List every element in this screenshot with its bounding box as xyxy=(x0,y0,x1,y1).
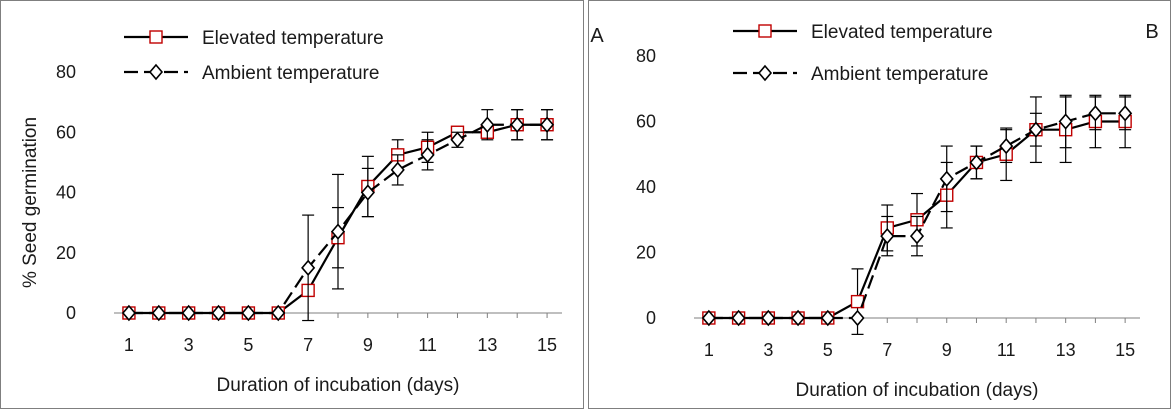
y-tick-label: 0 xyxy=(66,303,76,323)
data-point xyxy=(480,116,495,133)
data-point xyxy=(701,309,716,327)
data-point xyxy=(121,304,136,322)
y-tick-label: 0 xyxy=(646,308,656,328)
panel-label: B xyxy=(1145,21,1158,43)
legend-marker xyxy=(149,30,163,44)
data-point xyxy=(181,304,196,322)
y-tick-label: 20 xyxy=(636,243,656,263)
y-tick-label: 40 xyxy=(56,183,76,203)
data-point xyxy=(271,304,286,322)
data-point xyxy=(880,227,895,245)
x-tick-label: 11 xyxy=(997,340,1016,360)
legend-entry: Ambient temperature xyxy=(733,64,988,85)
y-axis-title: % Seed germination xyxy=(20,117,41,288)
legend-marker xyxy=(148,63,164,81)
x-tick-label: 7 xyxy=(882,340,892,360)
x-tick-label: 13 xyxy=(1056,340,1076,360)
legend-label: Ambient temperature xyxy=(202,63,379,84)
data-point xyxy=(301,259,316,277)
data-point xyxy=(330,223,346,240)
y-tick-label: 80 xyxy=(636,46,656,66)
data-point xyxy=(909,227,925,245)
data-point xyxy=(850,309,865,327)
x-tick-label: 3 xyxy=(763,340,773,360)
series-ambient xyxy=(121,109,555,322)
data-point xyxy=(450,131,465,149)
legend-label: Elevated temperature xyxy=(202,28,384,49)
panel-label: A xyxy=(590,25,604,47)
x-tick-label: 5 xyxy=(823,340,833,360)
data-point xyxy=(420,146,435,164)
x-tick-label: 7 xyxy=(303,335,313,355)
legend-entry: Elevated temperature xyxy=(124,28,384,49)
legend-marker xyxy=(758,24,772,38)
legend-entry: Ambient temperature xyxy=(124,63,379,84)
series-ambient xyxy=(701,94,1133,327)
legend-label: Elevated temperature xyxy=(811,22,993,43)
legend-label: Ambient temperature xyxy=(811,64,988,85)
x-tick-label: 9 xyxy=(363,335,373,355)
x-tick-label: 3 xyxy=(184,335,194,355)
data-point xyxy=(211,304,226,322)
legend-entry: Elevated temperature xyxy=(733,22,993,43)
y-tick-label: 60 xyxy=(636,112,656,132)
data-point xyxy=(510,116,525,133)
y-tick-label: 40 xyxy=(636,177,656,197)
x-tick-label: 15 xyxy=(537,335,557,355)
x-tick-label: 1 xyxy=(704,340,714,360)
x-axis-title: Duration of incubation (days) xyxy=(796,380,1039,401)
data-point xyxy=(241,304,256,322)
data-point xyxy=(999,137,1014,155)
x-tick-label: 13 xyxy=(477,335,497,355)
data-point xyxy=(731,309,746,327)
panel-b-frame xyxy=(588,0,1171,409)
data-point xyxy=(820,309,835,327)
x-tick-label: 15 xyxy=(1115,340,1135,360)
data-point xyxy=(151,304,166,322)
data-point xyxy=(761,309,776,327)
x-tick-label: 11 xyxy=(418,335,437,355)
x-tick-label: 5 xyxy=(243,335,253,355)
series-elevated xyxy=(702,94,1132,335)
data-point xyxy=(1058,113,1073,130)
data-point xyxy=(969,154,984,171)
data-point xyxy=(1118,105,1133,122)
data-point xyxy=(390,161,405,179)
x-axis-title: Duration of incubation (days) xyxy=(217,375,460,396)
data-point xyxy=(360,184,375,201)
data-point xyxy=(1028,121,1043,138)
x-tick-label: 9 xyxy=(942,340,952,360)
legend-marker xyxy=(757,64,773,82)
y-tick-label: 20 xyxy=(56,243,76,263)
y-tick-label: 60 xyxy=(56,122,76,142)
data-point xyxy=(1088,105,1103,122)
data-point xyxy=(939,170,954,188)
data-point xyxy=(791,309,806,327)
y-tick-label: 80 xyxy=(56,62,76,82)
x-tick-label: 1 xyxy=(124,335,134,355)
data-point xyxy=(540,116,555,133)
